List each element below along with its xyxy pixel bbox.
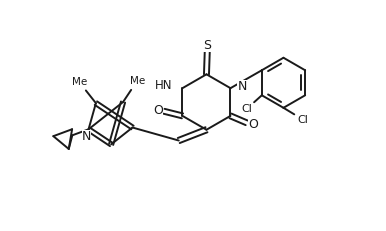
Text: Me: Me [71,77,87,87]
Text: Cl: Cl [297,115,308,125]
Text: N: N [82,130,91,143]
Text: N: N [237,80,247,93]
Text: Cl: Cl [241,104,252,114]
Text: S: S [203,39,211,52]
Text: O: O [153,104,163,117]
Text: Me: Me [130,76,145,86]
Text: O: O [248,118,258,131]
Text: HN: HN [154,79,172,91]
